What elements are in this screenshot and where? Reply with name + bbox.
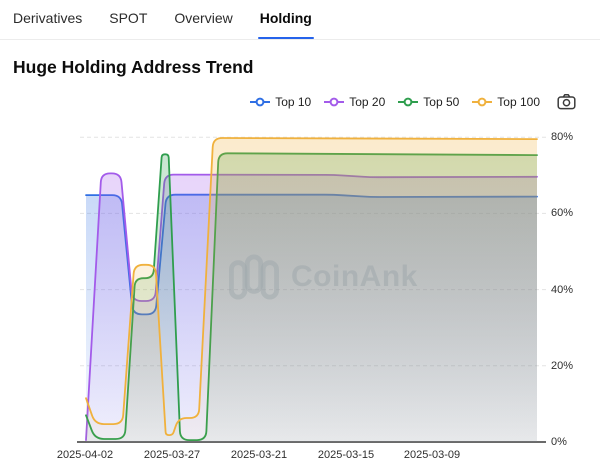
tab-derivatives[interactable]: Derivatives xyxy=(13,10,83,26)
trend-chart[interactable]: CoinAnk 2025-04-02 2025-03-27 2025-03-21… xyxy=(0,118,600,472)
legend-label: Top 10 xyxy=(275,94,312,109)
tab-spot[interactable]: SPOT xyxy=(109,10,148,26)
legend-line-marker-icon xyxy=(324,97,345,106)
legend-line-marker-icon xyxy=(250,97,271,106)
legend-line-marker-icon xyxy=(472,97,493,106)
tab-overview[interactable]: Overview xyxy=(174,10,233,26)
legend-label: Top 50 xyxy=(423,94,460,109)
legend-label: Top 100 xyxy=(497,94,540,109)
legend-item-top-50[interactable]: Top 50 xyxy=(398,95,459,109)
x-axis-tick: 2025-03-21 xyxy=(230,449,288,461)
legend-item-top-100[interactable]: Top 100 xyxy=(472,95,540,109)
y-axis-tick: 0% xyxy=(551,436,567,448)
tab-bar: Derivatives SPOT Overview Holding xyxy=(0,0,600,40)
x-axis-tick: 2025-03-27 xyxy=(143,449,201,461)
camera-icon xyxy=(557,93,576,110)
chart-canvas[interactable] xyxy=(0,118,600,452)
x-axis-tick: 2025-03-15 xyxy=(317,449,375,461)
legend-item-top-10[interactable]: Top 10 xyxy=(250,95,311,109)
y-axis-tick: 60% xyxy=(551,207,574,220)
chart-legend: Top 10 Top 20 Top 50 Top 100 xyxy=(250,93,576,110)
legend-item-top-20[interactable]: Top 20 xyxy=(324,95,385,109)
y-axis-tick: 80% xyxy=(551,131,574,144)
tab-holding[interactable]: Holding xyxy=(257,10,314,39)
x-axis-tick: 2025-04-02 xyxy=(56,449,114,461)
y-axis-tick: 20% xyxy=(551,359,574,372)
y-axis-tick: 40% xyxy=(551,283,574,296)
legend-line-marker-icon xyxy=(398,97,419,106)
legend-label: Top 20 xyxy=(349,94,386,109)
screenshot-button[interactable] xyxy=(557,93,576,110)
page-title: Huge Holding Address Trend xyxy=(13,57,254,77)
x-axis-tick: 2025-03-09 xyxy=(403,449,461,461)
